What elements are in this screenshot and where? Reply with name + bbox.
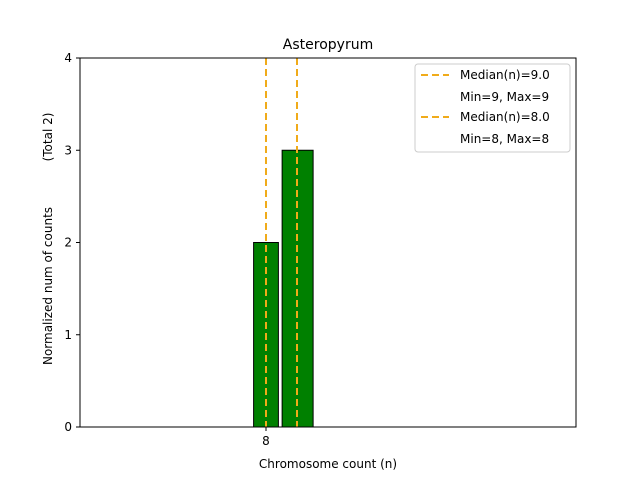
bars-layer bbox=[80, 149, 471, 428]
legend-sublabel-0: Min=9, Max=9 bbox=[460, 90, 549, 104]
legend-frame bbox=[414, 63, 571, 153]
y-axis-label: Normalized num of counts bbox=[41, 207, 55, 365]
chart-title: Asteropyrum bbox=[283, 37, 373, 53]
y-tick-label-3: 3 bbox=[64, 143, 72, 157]
ticks-layer: 0 1 2 3 4 8 bbox=[64, 51, 269, 448]
legend-sublabel-1: Min=8, Max=8 bbox=[460, 132, 549, 146]
legend: Median(n)=9.0 Min=9, Max=9 Median(n)=8.0 Mi… bbox=[414, 63, 571, 153]
y-tick-label-4: 4 bbox=[64, 51, 72, 65]
y-tick-label-2: 2 bbox=[64, 236, 72, 250]
median-lines-layer bbox=[265, 58, 298, 427]
x-tick-label-0: 8 bbox=[262, 434, 270, 448]
x-axis-label: Chromosome count (n) bbox=[259, 457, 397, 471]
y-tick-label-1: 1 bbox=[64, 328, 72, 342]
legend-label-1: Median(n)=8.0 bbox=[460, 110, 550, 124]
y-axis-total-label: (Total 2) bbox=[41, 113, 55, 162]
y-tick-label-0: 0 bbox=[64, 420, 72, 434]
legend-label-0: Median(n)=9.0 bbox=[460, 68, 550, 82]
